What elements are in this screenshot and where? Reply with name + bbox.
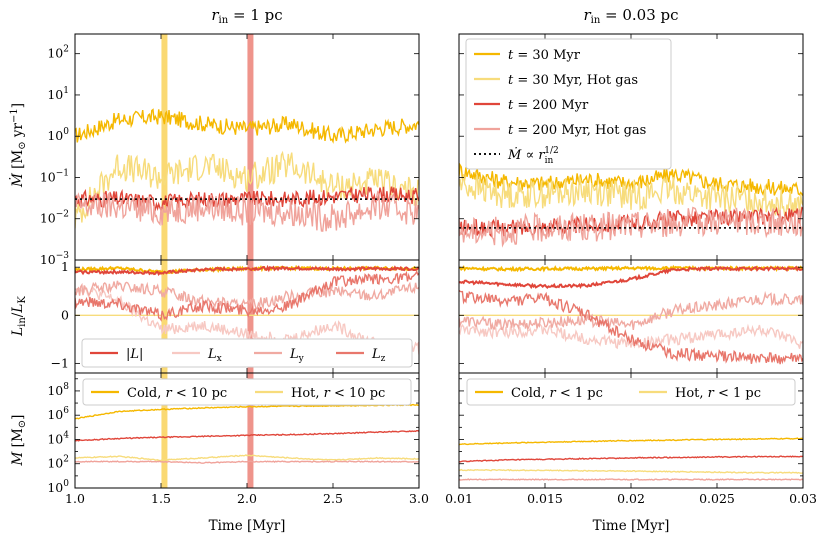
xtick-label: 0.015 <box>527 491 563 506</box>
legend-entry: |L| <box>126 347 143 362</box>
ylabel-mdot: Ṁ [M⊙ yr−1] <box>9 103 28 188</box>
axes-frame <box>458 259 804 374</box>
series-l-z-t200 <box>75 270 419 322</box>
ytick-label: 100 <box>47 127 69 143</box>
ytick-label: 0 <box>61 307 69 322</box>
panel-top-right: t = 30 Myr t = 30 Myr, Hot gas t = 200 Myr… <box>458 33 804 261</box>
series-t-30-myr-hot-gas <box>75 150 419 229</box>
xtick-label: 2.5 <box>323 491 343 506</box>
legend <box>465 38 672 170</box>
xlabel-left: Time [Myr] <box>209 518 286 534</box>
series-cold-r-1-pc-t200 <box>459 455 803 463</box>
xtick-label: 0.02 <box>617 491 645 506</box>
axes-frame <box>74 33 420 261</box>
legend-entry: Ly <box>289 347 305 364</box>
xtick-label: 3.0 <box>409 491 429 506</box>
legend-entry: Lx <box>207 347 222 364</box>
ytick-label: 106 <box>47 406 69 422</box>
xlabel-right: Time [Myr] <box>593 518 670 534</box>
series--l--t200 <box>75 264 419 277</box>
series-hot-r-10-pc-t200 <box>75 460 419 464</box>
panel-middle-right <box>458 259 804 374</box>
ytick-label: 101 <box>47 86 69 102</box>
panel-middle-left: −1 0 1 |L| Lx Ly Lz <box>51 259 420 374</box>
ytick-label: 10−2 <box>40 210 69 226</box>
xtick-label: 1.0 <box>65 491 85 506</box>
series-l-y-t200 <box>459 290 803 331</box>
ytick-label: 104 <box>47 430 69 446</box>
xtick-label: 0.03 <box>789 491 817 506</box>
series-hot-r-1-pc-t30 <box>459 468 803 474</box>
series-cold-r-10-pc-t200 <box>75 430 419 442</box>
title-left: rin = 1 pc <box>211 6 282 26</box>
title-right: rin = 0.03 pc <box>583 6 678 26</box>
ytick-label: 102 <box>47 45 69 61</box>
series-t-30-myr <box>75 108 419 144</box>
series-t-30-myr-hot-gas <box>459 174 803 220</box>
ytick-label: 10−3 <box>40 251 69 267</box>
series-cold-r-1-pc-t30 <box>459 437 803 446</box>
legend-entry: Cold, r < 1 pc <box>511 386 603 401</box>
panel-top-left: 10−3 10−2 10−1 100 101 102 <box>40 33 420 267</box>
highlight-line-0 <box>161 373 168 488</box>
series-hot-r-10-pc-t30 <box>75 454 419 462</box>
series--l--t200 <box>459 265 803 290</box>
legend-entry: t = 200 Myr, Hot gas <box>508 123 646 138</box>
xtick-label: 2.0 <box>237 491 257 506</box>
legend-entry: Cold, r < 10 pc <box>127 386 227 401</box>
series-l-z-t200 <box>459 289 803 365</box>
ytick-label: 108 <box>47 382 69 398</box>
legend-entry: Lz <box>371 347 386 364</box>
series-hot-r-1-pc-t200 <box>459 478 803 481</box>
panel-bottom-left: 100 102 104 106 108 1.0 1.5 2.0 2.5 3.0 Cold, r < … <box>47 372 429 506</box>
series-l-y-t200 <box>75 280 419 311</box>
legend-entry: t = 200 Myr <box>508 98 589 113</box>
series-cold-r-10-pc-t30 <box>75 403 419 420</box>
ylabel-mass: M [M⊙] <box>10 415 28 467</box>
xtick-label: 0.01 <box>445 491 473 506</box>
legend <box>466 378 796 406</box>
legend-entry: Ṁ ∝ rin1/2 <box>507 146 559 166</box>
xtick-label: 1.5 <box>151 491 171 506</box>
legend-entry: Hot, r < 10 pc <box>291 386 385 401</box>
highlight-line-1 <box>247 373 254 488</box>
legend-entry: t = 30 Myr <box>508 48 581 63</box>
ytick-label: 10−1 <box>40 168 69 184</box>
panel-bottom-right: 0.01 0.015 0.02 0.025 0.03 Cold, r < 1 pc Hot,… <box>445 372 817 506</box>
legend-entry: Hot, r < 1 pc <box>675 386 761 401</box>
legend <box>82 378 412 406</box>
ytick-label: 1 <box>61 259 69 274</box>
highlight-line-1 <box>247 34 254 260</box>
ytick-label: 102 <box>47 455 69 471</box>
series-t-200-myr-hot-gas <box>459 206 803 248</box>
highlight-line-1 <box>247 260 254 373</box>
xtick-label: 0.025 <box>699 491 735 506</box>
legend <box>81 338 413 368</box>
highlight-line-0 <box>161 34 168 260</box>
series-t-30-myr <box>459 162 803 197</box>
ytick-label: −1 <box>51 355 69 370</box>
series-t-200-myr-hot-gas <box>75 190 419 232</box>
ytick-label: 100 <box>47 479 69 495</box>
ylabel-L: Lin/LK <box>10 296 28 337</box>
legend-entry: t = 30 Myr, Hot gas <box>508 73 638 88</box>
series-l-x-t200 <box>459 323 803 350</box>
